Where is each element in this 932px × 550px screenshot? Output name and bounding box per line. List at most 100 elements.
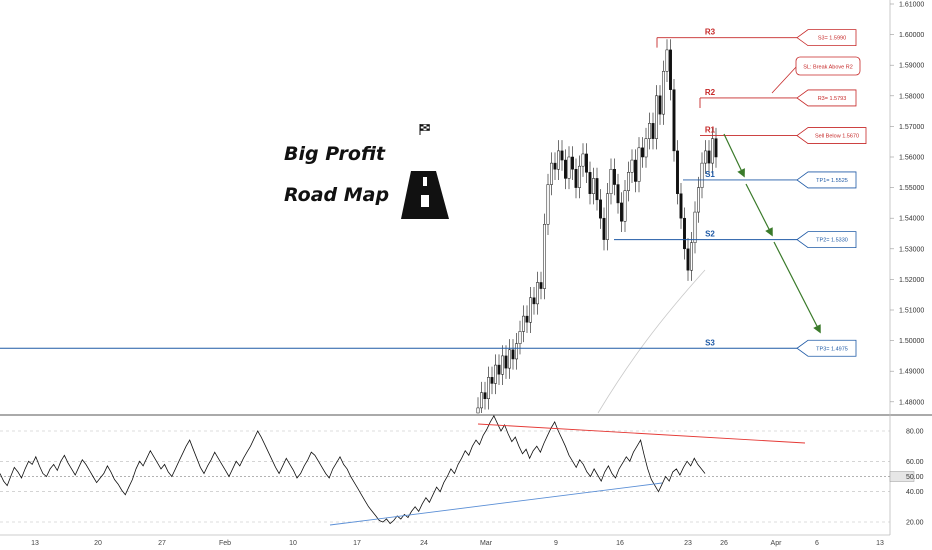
candle-body xyxy=(578,165,581,188)
rsi-tick-label: 50.00 xyxy=(906,474,924,481)
candle-body xyxy=(522,315,525,332)
rsi-tick-label: 40.00 xyxy=(906,489,924,496)
candle-body xyxy=(529,297,532,323)
price-tick-label: 1.57000 xyxy=(899,124,924,131)
price-tick-label: 1.59000 xyxy=(899,63,924,70)
price-tick-label: 1.60000 xyxy=(899,32,924,39)
time-tick-label: Feb xyxy=(219,540,231,547)
level-label-r2: R2 xyxy=(705,88,716,97)
level-tag-r3: S3= 1.5990 xyxy=(818,36,846,42)
road-icon xyxy=(401,171,449,219)
rsi-line xyxy=(0,414,706,525)
title-line-1: Big Profit xyxy=(284,143,386,165)
price-tick-label: 1.51000 xyxy=(899,308,924,315)
rsi-pane xyxy=(0,414,890,526)
candle-body xyxy=(508,349,511,369)
candle-body xyxy=(483,392,487,399)
candle-body xyxy=(669,49,672,90)
candlestick-series xyxy=(476,39,718,414)
level-label-r1: R1 xyxy=(705,126,716,135)
price-tick-label: 1.52000 xyxy=(899,277,924,284)
candle-body xyxy=(497,364,501,375)
time-tick-label: 24 xyxy=(420,540,428,547)
candle-body xyxy=(616,184,620,204)
level-label-s1: S1 xyxy=(705,170,715,179)
time-tick-label: 6 xyxy=(815,540,819,547)
price-tick-label: 1.54000 xyxy=(899,216,924,223)
candle-body xyxy=(567,156,571,179)
candle-body xyxy=(613,168,616,185)
candle-body xyxy=(648,123,651,139)
checkered-flag-icon xyxy=(419,124,430,135)
projection-arrow-1 xyxy=(723,133,745,178)
stop-loss-callout[interactable]: SL: Break Above R2 xyxy=(771,56,861,94)
level-tag-s2: TP2= 1.5330 xyxy=(816,238,848,244)
candle-body xyxy=(511,349,515,360)
price-tick-label: 1.56000 xyxy=(899,155,924,162)
price-tick-label: 1.61000 xyxy=(899,2,924,9)
candle-body xyxy=(644,138,648,158)
time-tick-label: 16 xyxy=(616,540,624,547)
rsi-trendline-up xyxy=(329,482,663,526)
time-tick-label: Mar xyxy=(480,540,493,547)
candle-body xyxy=(592,178,595,194)
candle-body xyxy=(665,49,669,72)
stop-loss-text: SL: Break Above R2 xyxy=(803,65,853,71)
time-tick-label: 13 xyxy=(876,540,884,547)
candle-body xyxy=(658,95,662,115)
candle-body xyxy=(651,123,655,139)
time-tick-label: Apr xyxy=(771,540,783,547)
level-tag-box-r3 xyxy=(796,29,857,47)
level-tag-box-s2 xyxy=(796,231,857,249)
price-tick-label: 1.55000 xyxy=(899,185,924,192)
candle-body xyxy=(536,282,539,305)
candle-body xyxy=(539,282,543,289)
level-tag-s3: TP3= 1.4975 xyxy=(816,346,848,352)
candle-body xyxy=(581,153,585,167)
time-tick-label: 17 xyxy=(353,540,361,547)
rsi-tick-label: 20.00 xyxy=(906,520,924,527)
candle-body xyxy=(515,343,518,360)
candle-body xyxy=(634,159,637,182)
candle-body xyxy=(543,224,546,289)
candle-body xyxy=(532,297,536,305)
candle-body xyxy=(714,138,718,158)
candle-body xyxy=(487,377,490,399)
candle-body xyxy=(676,150,679,194)
time-tick-label: 26 xyxy=(720,540,728,547)
price-tick-label: 1.58000 xyxy=(899,93,924,100)
time-axis[interactable]: 13 20 27 Feb 10 17 24 Mar 9 16 23 26 Apr 6 13 xyxy=(31,540,884,547)
candle-body xyxy=(595,178,599,201)
candle-body xyxy=(560,150,564,161)
callout-pointer xyxy=(771,65,798,94)
rsi-tick-label: 80.00 xyxy=(906,429,924,436)
candle-body xyxy=(606,193,609,240)
candle-body xyxy=(599,199,602,219)
candle-body xyxy=(602,217,606,240)
candle-body xyxy=(641,147,644,158)
candle-body xyxy=(557,150,560,170)
level-label-r3: R3 xyxy=(705,28,716,37)
price-tick-label: 1.53000 xyxy=(899,246,924,253)
level-lines: R3 S3= 1.5990 R2 R3= 1.5793 R1 Sell Below 1.5… xyxy=(0,28,867,357)
candle-body xyxy=(711,138,714,164)
candle-body xyxy=(697,187,700,213)
candle-body xyxy=(564,159,567,179)
price-axis[interactable]: 1.61000 1.60000 1.59000 1.58000 1.57000 1.560… xyxy=(890,2,924,407)
candle-body xyxy=(550,162,553,185)
candle-body xyxy=(574,168,578,188)
candle-body xyxy=(707,150,711,164)
candle-body xyxy=(704,150,707,164)
level-tag-box-r2 xyxy=(796,89,857,107)
candle-body xyxy=(518,331,522,344)
level-tag-r1: Sell Below 1.5670 xyxy=(815,134,859,140)
rsi-tick-label: 60.00 xyxy=(906,459,924,466)
candle-body xyxy=(623,190,627,222)
level-tag-r2: R3= 1.5793 xyxy=(818,96,847,102)
price-tick-label: 1.48000 xyxy=(899,399,924,406)
candle-body xyxy=(504,355,508,369)
candle-body xyxy=(662,71,665,115)
candle-body xyxy=(609,168,613,194)
